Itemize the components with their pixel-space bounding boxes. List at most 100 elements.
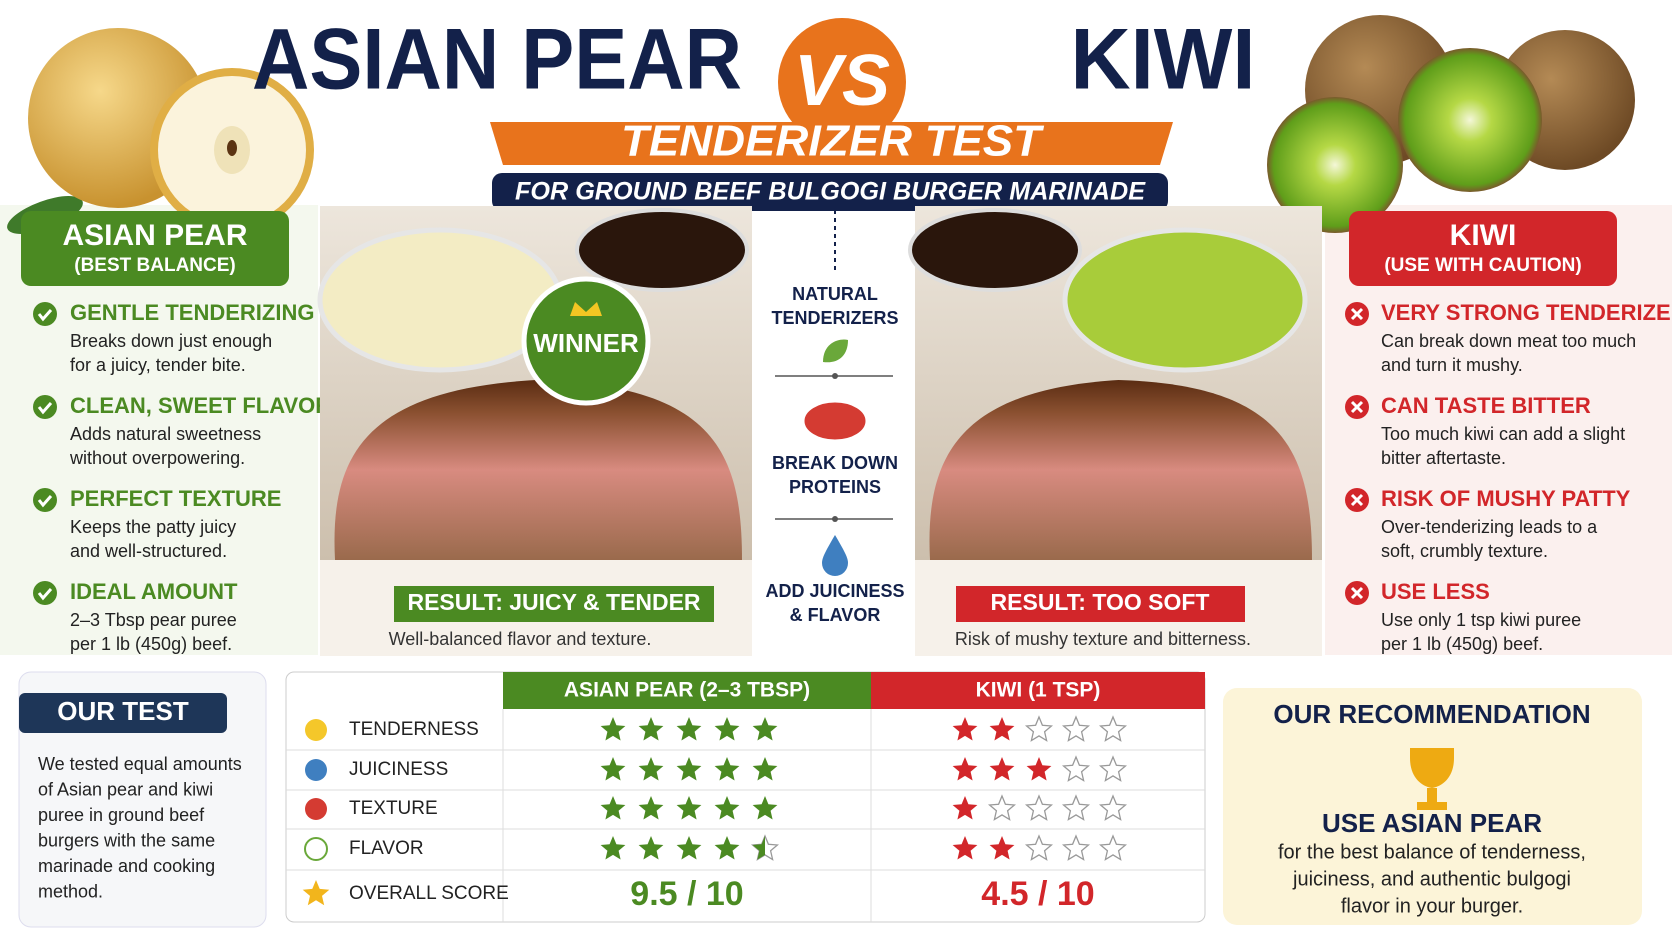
step-text: TENDERIZERS [771, 308, 898, 328]
check-icon [33, 302, 57, 326]
item-text: without overpowering. [69, 448, 245, 468]
column-header: ASIAN PEAR (2–3 TBSP) [564, 679, 810, 702]
item-text: Too much kiwi can add a slight [1381, 424, 1625, 444]
winner-text: WINNER [533, 328, 639, 358]
result-right: RESULT: TOO SOFT [991, 589, 1210, 615]
row-icon [305, 719, 327, 741]
subtitle: TENDERIZER TEST [621, 117, 1044, 166]
star-full [952, 717, 978, 741]
result-note-right: Risk of mushy texture and bitterness. [955, 629, 1251, 649]
item-text: Can break down meat too much [1381, 331, 1636, 351]
cross-mark [1350, 493, 1364, 507]
star-full [676, 796, 702, 820]
overall-star-icon [302, 880, 330, 906]
star-rating [600, 796, 778, 820]
winner-badge [521, 276, 651, 406]
check-icon [33, 581, 57, 605]
star-rating [952, 794, 1128, 821]
star-full [989, 836, 1015, 860]
star-empty [1061, 715, 1091, 742]
star-rating [600, 834, 780, 861]
vs-circle [778, 18, 906, 146]
item-text: Breaks down just enough [70, 331, 272, 351]
star-empty [1061, 794, 1091, 821]
item-text: 2–3 Tbsp pear puree [70, 610, 237, 630]
star-full [952, 757, 978, 781]
our-test-card [18, 671, 267, 928]
star-full [952, 836, 978, 860]
star-full [714, 717, 740, 741]
item-title: VERY STRONG TENDERIZER [1381, 300, 1672, 325]
result-left: RESULT: JUICY & TENDER [407, 589, 700, 615]
star-empty [1098, 755, 1128, 782]
our-test-text: burgers with the same [38, 830, 215, 850]
star-full [752, 757, 778, 781]
check-mark [37, 588, 53, 601]
sauce-bowl [908, 208, 1082, 292]
row-label: TEXTURE [349, 798, 438, 819]
star-empty [1061, 755, 1091, 782]
star-rating [952, 755, 1128, 782]
star-rating [952, 715, 1128, 742]
cross-mark [1350, 307, 1364, 321]
check-icon [33, 395, 57, 419]
star-full [638, 757, 664, 781]
trophy-icon [1410, 748, 1454, 810]
pear-seed [227, 140, 237, 156]
star-rating [600, 757, 778, 781]
step-text: & FLAVOR [790, 605, 881, 625]
our-test-text: puree in ground beef [38, 805, 205, 825]
item-title: CAN TASTE BITTER [1381, 393, 1591, 418]
panel-subtitle: (BEST BALANCE) [74, 255, 236, 276]
overall-score: 9.5 / 10 [630, 875, 743, 913]
title-right: KIWI [1071, 12, 1256, 108]
star-full [600, 836, 626, 860]
item-title: IDEAL AMOUNT [70, 579, 238, 604]
separator-dot [832, 373, 838, 379]
row-label: TENDERNESS [349, 719, 479, 740]
recommendation-title: OUR RECOMMENDATION [1273, 699, 1590, 729]
star-full [714, 757, 740, 781]
item-text: for a juicy, tender bite. [70, 355, 246, 375]
row-icon [305, 798, 327, 820]
item-text: and turn it mushy. [1381, 355, 1523, 375]
our-test-text: method. [38, 881, 103, 901]
star-full [752, 717, 778, 741]
recommendation-text: juiciness, and authentic bulgogi [1292, 868, 1571, 890]
star-full [638, 796, 664, 820]
drop-icon [822, 535, 848, 576]
kiwi-illustration [1267, 15, 1635, 233]
vs-text: VS [794, 41, 890, 121]
cross-mark [1350, 586, 1364, 600]
subtitle-banner [490, 122, 1173, 165]
star-empty [1098, 794, 1128, 821]
star-full [714, 796, 740, 820]
item-text: and well-structured. [70, 541, 227, 561]
star-rating [952, 834, 1128, 861]
right_panel-title-box [1349, 211, 1617, 286]
panel-title: KIWI [1450, 219, 1517, 252]
item-title: CLEAN, SWEET FLAVOR [70, 393, 331, 418]
star-empty [1098, 834, 1128, 861]
star-empty [1061, 834, 1091, 861]
star-full [952, 796, 978, 820]
our-test-title: OUR TEST [57, 696, 189, 726]
item-text: bitter aftertaste. [1381, 448, 1506, 468]
kiwi-cut [1398, 48, 1542, 192]
kiwi-cut [1267, 97, 1403, 233]
panel-subtitle: (USE WITH CAUTION) [1384, 255, 1581, 276]
check-mark [37, 495, 53, 508]
table-head-kiwi [871, 672, 1205, 709]
star-full [638, 717, 664, 741]
row-label: OVERALL SCORE [349, 883, 509, 904]
cross-mark [1350, 400, 1364, 414]
star-full [600, 757, 626, 781]
step-text: BREAK DOWN [772, 453, 898, 473]
item-text: per 1 lb (450g) beef. [70, 634, 232, 654]
steak-icon [801, 399, 869, 443]
result-note-left: Well-balanced flavor and texture. [389, 629, 652, 649]
step-text: ADD JUICINESS [765, 581, 904, 601]
asian-pear-illustration [7, 28, 314, 234]
